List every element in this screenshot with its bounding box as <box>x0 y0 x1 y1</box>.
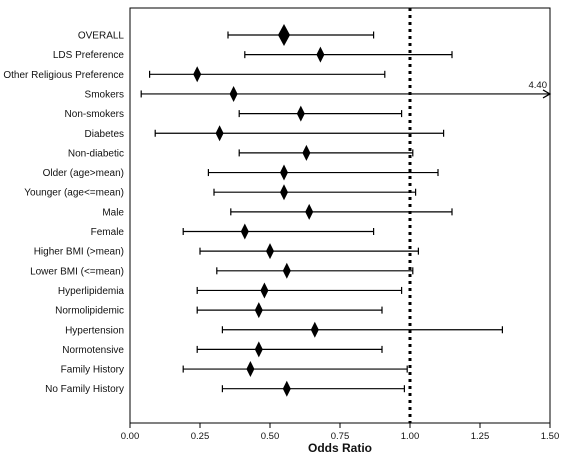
row-label: Family History <box>61 365 124 376</box>
forest-row: Younger (age<=mean) <box>24 184 417 201</box>
estimate-marker <box>254 341 263 358</box>
estimate-marker <box>215 125 224 142</box>
row-label: Female <box>91 227 125 238</box>
rows-layer: OVERALL LDS Preference Other Religious Pre… <box>3 24 552 397</box>
estimate-marker <box>193 66 202 83</box>
x-axis: 0.00 0.25 0.50 0.75 1.00 1.25 1.50 <box>121 423 560 442</box>
estimate-marker <box>316 46 325 63</box>
estimate-marker <box>296 105 305 122</box>
row-label: Older (age>mean) <box>43 168 124 179</box>
x-tick-label: 0.75 <box>331 431 350 442</box>
row-label: LDS Preference <box>53 50 125 61</box>
forest-row: Lower BMI (<=mean) <box>30 262 414 279</box>
row-label: Non-diabetic <box>68 148 124 159</box>
estimate-marker <box>280 164 288 181</box>
forest-row: Higher BMI (>mean) <box>34 243 419 260</box>
forest-row: Hyperlipidemia <box>58 282 403 299</box>
forest-row: No Family History <box>45 380 405 397</box>
overall-estimate-marker <box>278 24 290 46</box>
forest-row: Normolipidemic <box>55 302 383 319</box>
x-tick-label: 0.50 <box>261 431 280 442</box>
row-label: Smokers <box>85 89 124 100</box>
x-axis-title: Odds Ratio <box>308 441 372 455</box>
ci-upper-annotation: 4.40 <box>529 80 548 91</box>
estimate-marker <box>282 262 291 279</box>
row-label: Lower BMI (<=mean) <box>30 266 124 277</box>
x-tick-label: 0.00 <box>121 431 140 442</box>
estimate-marker <box>310 321 319 338</box>
estimate-marker <box>260 282 269 299</box>
estimate-marker <box>282 380 291 397</box>
forest-row: Older (age>mean) <box>43 164 439 181</box>
x-tick-label: 1.50 <box>541 431 560 442</box>
row-label: Hyperlipidemia <box>58 286 125 297</box>
row-label: Other Religious Preference <box>3 70 124 81</box>
x-tick-label: 1.25 <box>471 431 490 442</box>
forest-row: Non-diabetic <box>68 144 414 161</box>
estimate-marker <box>254 302 263 319</box>
row-label: Normolipidemic <box>55 306 124 317</box>
row-label: No Family History <box>45 384 124 395</box>
row-label: Higher BMI (>mean) <box>34 247 124 258</box>
estimate-marker <box>305 203 314 220</box>
forest-row: Smokers 4.40 <box>85 80 552 102</box>
x-tick-label: 0.25 <box>191 431 210 442</box>
estimate-marker <box>280 184 288 201</box>
row-label: Diabetes <box>85 129 124 140</box>
forest-row: OVERALL <box>78 24 375 46</box>
forest-row: Other Religious Preference <box>3 66 386 83</box>
forest-row: Normotensive <box>62 341 383 358</box>
row-label: Male <box>102 207 124 218</box>
plot-frame <box>129 7 551 424</box>
row-label: OVERALL <box>78 31 125 42</box>
forest-row: Diabetes <box>85 125 445 142</box>
estimate-marker <box>240 223 249 240</box>
row-label: Hypertension <box>65 325 124 336</box>
x-tick-label: 1.00 <box>401 431 420 442</box>
forest-row: Male <box>102 203 453 220</box>
row-label: Normotensive <box>62 345 124 356</box>
forest-row: Family History <box>61 361 408 378</box>
forest-row: Female <box>91 223 375 240</box>
forest-row: Hypertension <box>65 321 503 338</box>
forest-row: Non-smokers <box>65 105 403 122</box>
estimate-marker <box>302 144 311 161</box>
row-label: Non-smokers <box>65 109 124 120</box>
estimate-marker <box>266 243 274 260</box>
ci-arrow <box>542 89 552 99</box>
estimate-marker <box>246 361 255 378</box>
row-label: Younger (age<=mean) <box>24 188 124 199</box>
forest-row: LDS Preference <box>53 46 453 63</box>
estimate-marker <box>229 85 238 102</box>
